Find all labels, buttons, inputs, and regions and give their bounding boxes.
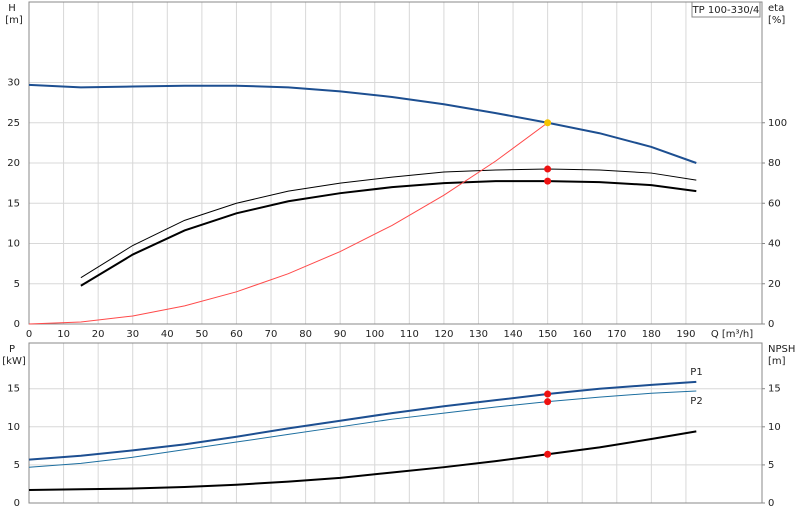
y-tick-label: 15: [7, 384, 20, 395]
y2-tick-label: 10: [768, 422, 781, 433]
x-tick-label: 160: [573, 329, 592, 340]
plot-frame: [28, 342, 763, 504]
y2-axis-unit: [m]: [768, 356, 786, 367]
x-tick-label: 170: [607, 329, 626, 340]
x-tick-label: 20: [92, 329, 105, 340]
y-tick-label: 10: [7, 239, 20, 250]
operating-point: [544, 450, 552, 458]
curve: [28, 390, 697, 468]
curve: [28, 380, 697, 461]
x-tick-label: 110: [400, 329, 419, 340]
y-tick-label: 5: [14, 460, 20, 471]
x-tick-label: 130: [469, 329, 488, 340]
x-tick-label: 0: [26, 329, 32, 340]
y-axis-label: H: [8, 3, 16, 14]
y2-axis-unit: [%]: [768, 15, 785, 26]
curve-label: P2: [690, 396, 702, 407]
x-tick-label: 50: [196, 329, 209, 340]
x-axis-label: Q [m³/h]: [711, 329, 753, 340]
operating-point: [544, 390, 552, 398]
x-tick-label: 150: [538, 329, 557, 340]
y2-tick-label: 5: [768, 460, 774, 471]
operating-point: [544, 398, 552, 406]
y-tick-label: 10: [7, 422, 20, 433]
y-tick-label: 5: [14, 279, 20, 290]
y-tick-label: 30: [7, 78, 20, 89]
plot-frame: [28, 1, 763, 325]
x-tick-label: 60: [230, 329, 243, 340]
y2-axis-label: eta: [768, 3, 784, 14]
title-box: [691, 1, 761, 18]
curve: [80, 180, 697, 287]
x-tick-label: 10: [57, 329, 70, 340]
y-tick-label: 15: [7, 198, 20, 209]
y-axis-unit: [m]: [5, 15, 23, 26]
chart-title: TP 100-330/4: [692, 5, 760, 16]
y-tick-label: 0: [14, 498, 20, 509]
curve: [28, 430, 697, 492]
y2-tick-label: 0: [768, 498, 774, 509]
x-tick-label: 140: [504, 329, 523, 340]
x-tick-label: 80: [299, 329, 312, 340]
curve: [28, 122, 548, 325]
y-axis-label: P: [9, 344, 15, 355]
x-tick-label: 190: [676, 329, 695, 340]
y-axis-unit: [kW]: [2, 356, 26, 367]
x-tick-label: 180: [642, 329, 661, 340]
x-tick-label: 70: [265, 329, 278, 340]
y-tick-label: 20: [7, 158, 20, 169]
y2-tick-label: 80: [768, 158, 781, 169]
curve: [28, 83, 697, 164]
curve-label: P1: [690, 367, 702, 378]
y2-tick-label: 20: [768, 279, 781, 290]
y2-tick-label: 100: [768, 118, 787, 129]
y2-tick-label: 40: [768, 239, 781, 250]
x-tick-label: 90: [334, 329, 347, 340]
y-tick-label: 0: [14, 319, 20, 330]
operating-point: [544, 119, 552, 127]
x-tick-label: 120: [434, 329, 453, 340]
x-tick-label: 30: [126, 329, 139, 340]
operating-point: [544, 165, 552, 173]
x-tick-label: 100: [365, 329, 384, 340]
y-tick-label: 25: [7, 118, 20, 129]
y2-tick-label: 15: [768, 384, 781, 395]
y2-axis-label: NPSH: [768, 344, 795, 355]
operating-point: [544, 177, 552, 185]
curve: [80, 168, 697, 279]
y2-tick-label: 60: [768, 198, 781, 209]
y2-tick-label: 0: [768, 319, 774, 330]
x-tick-label: 40: [161, 329, 174, 340]
